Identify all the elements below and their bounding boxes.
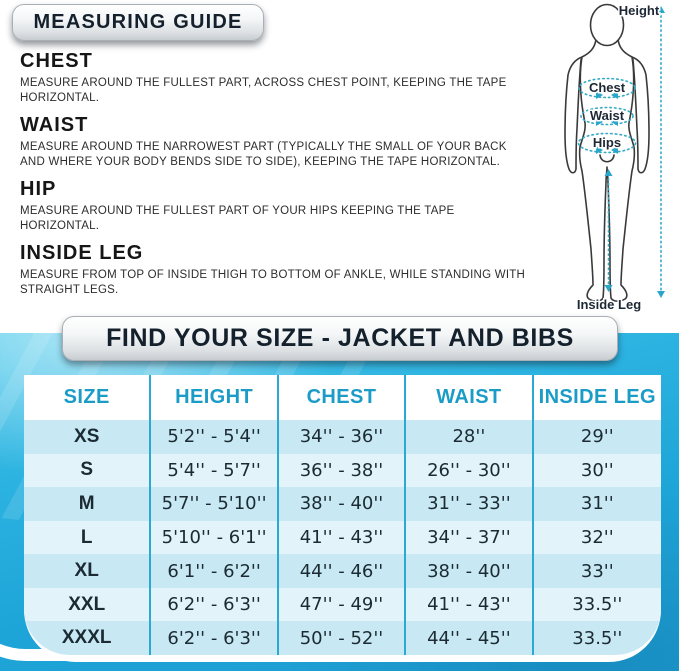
table-cell: 41'' - 43''	[279, 520, 407, 555]
table-cell: 44'' - 45''	[406, 621, 534, 655]
table-row: XL 6'1'' - 6'2'' 44'' - 46'' 38'' - 40'' 33'…	[24, 554, 661, 588]
inside-leg-arrow-down-icon	[604, 285, 613, 292]
measuring-instructions: CHEST MEASURE AROUND THE FULLEST PART, A…	[20, 50, 532, 298]
table-row: M 5'7'' - 5'10'' 38'' - 40'' 31'' - 33'' 31'…	[24, 487, 661, 521]
table-cell: M	[24, 487, 152, 521]
body-silhouette-figure: Height Chest Waist Hips Inside Leg	[564, 2, 665, 314]
section-heading-chest: CHEST	[20, 50, 93, 72]
table-cell: XS	[24, 420, 152, 454]
table-row: S 5'4'' - 5'7'' 36'' - 38'' 26'' - 30'' 30''	[24, 453, 661, 488]
table-cell: XL	[24, 554, 152, 588]
size-table-container: SIZE HEIGHT CHEST WAIST INSIDE LEG XS 5'2…	[24, 375, 661, 662]
waist-measure-ellipse	[580, 106, 634, 126]
table-cell: L	[24, 520, 152, 555]
table-cell: 6'2'' - 6'3''	[151, 587, 279, 622]
table-cell: 33.5''	[572, 594, 623, 616]
column-header-inside-leg: INSIDE LEG	[538, 386, 656, 408]
size-table-header-row: SIZE HEIGHT CHEST WAIST INSIDE LEG	[24, 375, 661, 420]
size-table-body: XS 5'2'' - 5'4'' 34'' - 36'' 28'' 29'' S 5'4''…	[24, 420, 661, 655]
table-cell: 5'7'' - 5'10''	[151, 487, 279, 521]
table-cell: 33.5''	[572, 627, 623, 649]
table-cell: 6'2'' - 6'3''	[151, 621, 279, 655]
column-header-waist: WAIST	[406, 375, 534, 420]
left-arm-outline	[564, 56, 583, 174]
section-text-hip: MEASURE AROUND THE FULLEST PART OF YOUR …	[20, 204, 455, 232]
table-cell: 26'' - 30''	[406, 453, 534, 488]
table-cell: 44'' - 46''	[279, 554, 407, 588]
diagram-label-inside-leg: Inside Leg	[577, 297, 641, 312]
section-text-waist: MEASURE AROUND THE NARROWEST PART (TYPIC…	[20, 140, 507, 168]
table-cell: 28''	[406, 420, 534, 454]
table-cell: 38'' - 40''	[279, 487, 407, 521]
column-header-height: HEIGHT	[151, 375, 279, 420]
section-heading-waist: WAIST	[20, 113, 89, 136]
table-cell: 6'1'' - 6'2''	[151, 554, 279, 588]
table-cell: 38'' - 40''	[406, 554, 534, 588]
column-header-size: SIZE	[24, 375, 152, 420]
find-your-size-title: FIND YOUR SIZE - JACKET AND BIBS	[106, 324, 574, 352]
diagram-label-height: Height	[619, 3, 660, 18]
hips-arrow-icon	[596, 146, 603, 154]
head-outline	[589, 3, 625, 47]
table-cell: 31''	[580, 493, 614, 515]
height-arrow-up-icon	[657, 6, 665, 13]
table-cell: 33''	[580, 560, 614, 582]
table-row: XXL 6'2'' - 6'3'' 47'' - 49'' 41'' - 43'' 33…	[24, 587, 661, 622]
waist-arrow-icon	[596, 118, 603, 126]
waist-arrow-icon	[611, 118, 618, 126]
table-cell: 31'' - 33''	[406, 487, 534, 521]
table-cell: 34'' - 36''	[279, 420, 407, 454]
size-chart-section: SIZE HEIGHT CHEST WAIST INSIDE LEG XS 5'2…	[0, 333, 679, 671]
table-cell: 34'' - 37''	[406, 520, 534, 555]
height-arrow-down-icon	[657, 291, 665, 298]
section-heading-inside-leg: INSIDE LEG	[20, 241, 144, 264]
size-table: SIZE HEIGHT CHEST WAIST INSIDE LEG XS 5'2…	[24, 375, 661, 655]
table-cell: 47'' - 49''	[279, 587, 407, 622]
table-cell: 41'' - 43''	[406, 587, 534, 622]
hips-measure-ellipse	[577, 132, 637, 154]
chest-measure-ellipse	[578, 77, 636, 99]
table-cell: S	[24, 453, 152, 488]
measuring-guide-title: MEASURING GUIDE	[33, 11, 243, 33]
table-cell: 32''	[580, 527, 614, 549]
table-cell: 5'2'' - 5'4''	[151, 420, 279, 454]
table-cell: 5'4'' - 5'7''	[151, 453, 279, 488]
table-cell: XXXL	[24, 621, 152, 655]
section-text-inside-leg: MEASURE FROM TOP OF INSIDE THIGH TO BOTT…	[20, 268, 526, 296]
crotch-mark	[599, 154, 615, 163]
table-row: XS 5'2'' - 5'4'' 34'' - 36'' 28'' 29''	[24, 420, 661, 454]
find-your-size-banner: FIND YOUR SIZE - JACKET AND BIBS	[62, 316, 618, 361]
chest-arrow-icon	[596, 91, 603, 99]
table-cell: 36'' - 38''	[279, 453, 407, 488]
right-arm-outline	[631, 56, 650, 174]
table-cell: 5'10'' - 6'1''	[151, 520, 279, 555]
body-measurement-diagram: Height Chest Waist Hips Inside Leg	[541, 2, 677, 314]
section-text-chest: MEASURE AROUND THE FULLEST PART, ACROSS …	[20, 77, 507, 104]
measuring-guide-banner: MEASURING GUIDE	[12, 4, 264, 41]
chest-arrow-icon	[611, 91, 618, 99]
inside-leg-arrow-up-icon	[604, 169, 613, 176]
table-cell: XXL	[24, 587, 152, 622]
table-cell: 29''	[580, 426, 614, 448]
table-cell: 50'' - 52''	[279, 621, 407, 655]
hips-arrow-icon	[611, 146, 618, 154]
table-row: L 5'10'' - 6'1'' 41'' - 43'' 34'' - 37'' 32'…	[24, 520, 661, 555]
diagram-label-chest: Chest	[589, 80, 626, 95]
diagram-label-hips: Hips	[593, 135, 621, 150]
diagram-label-waist: Waist	[590, 108, 625, 123]
table-cell: 30''	[580, 459, 614, 481]
column-header-chest: CHEST	[279, 375, 407, 420]
table-row: XXXL 6'2'' - 6'3'' 50'' - 52'' 44'' - 45'' 3…	[24, 621, 661, 655]
section-heading-hip: HIP	[20, 177, 57, 200]
